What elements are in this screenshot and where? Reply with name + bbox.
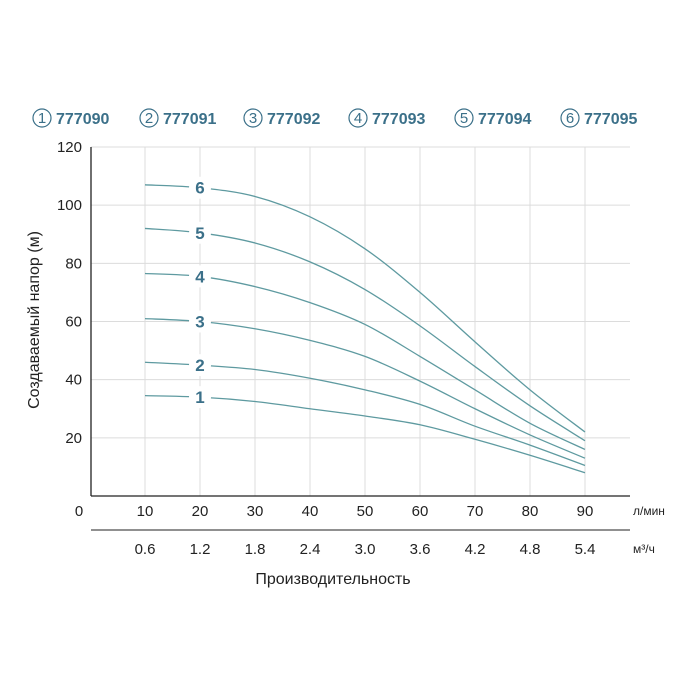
legend-code: 777092 [267,111,320,128]
legend-number: 5 [460,110,468,127]
grid [91,146,630,496]
series-curve-1 [144,395,586,474]
x-tick-label: 10 [137,503,154,520]
y-axis-title: Создаваемый напор (м) [26,231,43,409]
legend-number: 3 [249,110,257,127]
x2-tick-label: 4.8 [520,541,541,558]
x-unit-label: л/мин [633,504,665,518]
x2-tick-label: 3.0 [355,541,376,558]
curve-badge-3 [189,310,211,333]
x-tick-label: 60 [412,503,429,520]
curve-labels: 1 2 3 4 5 6 [189,176,211,409]
x-tick-label: 30 [247,503,264,520]
legend-code: 777093 [372,111,425,128]
y-tick-label: 120 [57,139,82,156]
y-tick-label: 80 [65,255,82,272]
y-tick-label: 20 [65,430,82,447]
x2-tick-label: 1.2 [190,541,211,558]
legend-number: 2 [145,110,153,127]
axes: 120 100 80 60 40 20 0 10 20 30 40 50 60 70 80 90 0.6 1.2 1… [57,139,630,558]
series-curve-3 [144,317,586,459]
legend: 1 777090 2 777091 3 777092 4 777093 5 777094 6 7770… [32,108,637,128]
legend-circle-icon [560,108,580,128]
y-tick-label: 100 [57,197,82,214]
legend-circle-icon [348,108,368,128]
x-tick-label: 50 [357,503,374,520]
x2-unit-label: м³/ч [633,542,655,556]
legend-circle-icon [139,108,159,128]
legend-number: 4 [354,110,362,127]
y-tick-label: 40 [65,372,82,389]
curves [144,184,586,474]
legend-code: 777095 [584,111,637,128]
x-tick-label: 80 [522,503,539,520]
x2-tick-label: 5.4 [575,541,596,558]
curve-label-3: 3 [195,313,204,332]
curve-label-4: 4 [195,267,205,286]
curve-label-1: 1 [195,388,204,407]
series-curve-2 [144,361,586,467]
legend-number: 6 [566,110,574,127]
x-axis-title: Производительность [255,571,410,588]
series-curve-5 [144,227,586,442]
series-curve-4 [144,272,586,451]
curve-label-5: 5 [195,224,204,243]
legend-code: 777090 [56,111,109,128]
curve-badge-6 [189,176,211,199]
legend-code: 777091 [163,111,216,128]
curve-badge-1 [189,386,211,409]
x2-tick-label: 4.2 [465,541,486,558]
x2-tick-label: 2.4 [300,541,321,558]
legend-code: 777094 [478,111,531,128]
curve-label-6: 6 [195,179,204,198]
curve-badge-2 [189,354,211,377]
x-tick-label: 20 [192,503,209,520]
y-tick-label: 60 [65,314,82,331]
legend-circle-icon [243,108,263,128]
series-curve-6 [144,184,586,433]
x-tick-label: 70 [467,503,484,520]
legend-circle-icon [454,108,474,128]
x-tick-label: 90 [577,503,594,520]
x2-tick-label: 1.8 [245,541,266,558]
x2-tick-label: 3.6 [410,541,431,558]
curve-badge-4 [189,265,211,288]
x-tick-label: 40 [302,503,319,520]
legend-circle-icon [32,108,52,128]
legend-number: 1 [38,110,46,127]
x2-tick-label: 0.6 [135,541,156,558]
x-tick-label: 0 [75,503,83,520]
curve-badge-5 [189,221,211,244]
curve-label-2: 2 [195,356,204,375]
